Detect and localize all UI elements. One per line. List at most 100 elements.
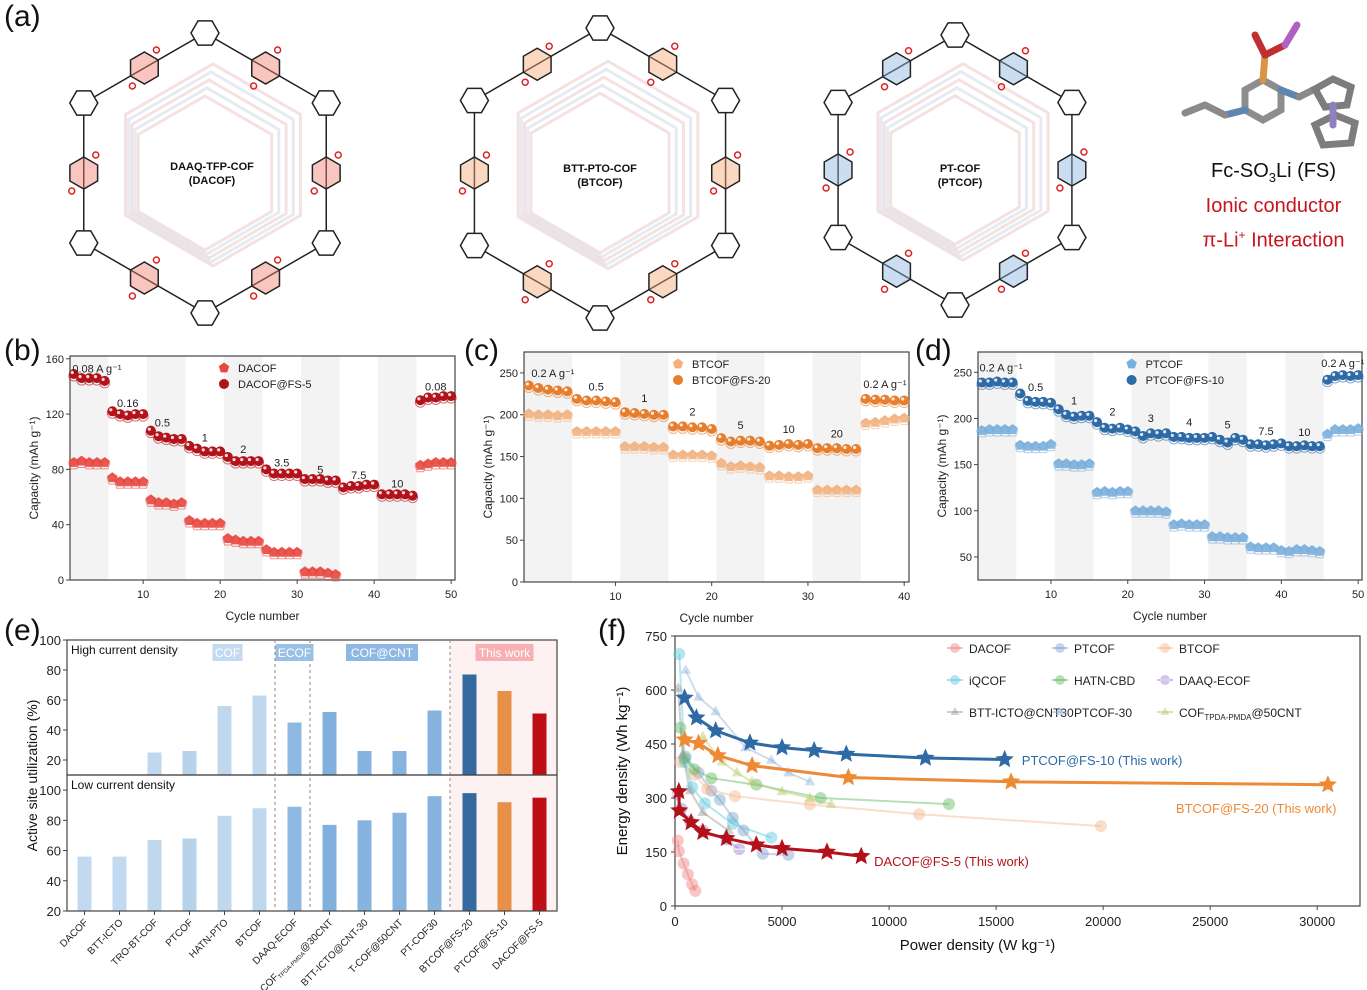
data-point-DACOF — [445, 457, 457, 467]
fs-pi-li-interaction: π-Li+ Interaction — [1202, 228, 1345, 252]
series-line-iQCOF — [678, 653, 772, 839]
linker-ring — [69, 156, 99, 190]
stacked-layer — [523, 75, 685, 263]
carbonyl-o — [310, 187, 318, 195]
data-point-BTCOF — [725, 461, 737, 471]
x-tick-label: 20 — [1122, 589, 1134, 601]
rate-label: 0.2 A g⁻¹ — [531, 368, 574, 380]
marker-highlight — [824, 445, 828, 449]
carbonyl-o — [1056, 184, 1064, 192]
marker-highlight — [1255, 441, 1259, 445]
btcof-structure-title: BTT-PTO-COF (BTCOF) — [540, 162, 660, 190]
marker-highlight — [554, 387, 558, 391]
marker-highlight — [163, 434, 167, 438]
linker-ring — [823, 153, 853, 187]
y-axis-title: Capacity (mAh g⁻¹) — [27, 416, 41, 519]
stacked-layer — [529, 91, 671, 255]
marker-highlight — [401, 491, 406, 495]
marker-highlight — [689, 424, 693, 428]
linker-ring — [129, 261, 159, 295]
data-point-DACOF@FS-5 — [446, 391, 457, 402]
legend-label: DACOF — [969, 642, 1011, 656]
x-tick-label: 50 — [445, 589, 457, 601]
marker-highlight — [424, 394, 429, 398]
data-point-BTCOF@FS-20 — [629, 408, 640, 419]
data-point-BTCOF — [696, 449, 708, 460]
marker-highlight — [872, 396, 876, 400]
stacked-layer — [889, 94, 1021, 246]
carbonyl-o — [733, 151, 742, 159]
marker-highlight — [1140, 432, 1144, 437]
data-point-BTCOF — [773, 470, 785, 481]
carbonyl-o — [249, 82, 258, 90]
legend-label: DACOF@FS-5 — [238, 379, 312, 391]
data-point-PTCOF — [692, 766, 705, 779]
marker-highlight — [1308, 443, 1313, 447]
marker-highlight — [1247, 441, 1251, 445]
marker-highlight — [1163, 430, 1167, 434]
fs-molecule-model — [1181, 21, 1360, 149]
marker-highlight — [294, 470, 298, 474]
rate-capability-chart-ptcof: 10 20 30 40 50 50 100 150 200 250 Cycle number Capa… — [935, 351, 1365, 623]
data-point-PTCOF — [713, 793, 726, 806]
linker-ring — [251, 261, 281, 295]
marker-highlight — [1355, 371, 1359, 376]
ptcof-abbr: (PTCOF) — [937, 177, 983, 189]
marker-highlight — [679, 423, 683, 427]
data-point-PTCOF — [1199, 519, 1210, 530]
data-point-BTCOF — [783, 471, 794, 482]
carbonyl-o — [846, 148, 854, 156]
data-point-PTCOF — [737, 824, 750, 837]
marker-highlight — [347, 482, 352, 487]
data-point-BTT-ICTO@CNT30 — [672, 682, 684, 692]
marker-highlight — [1193, 434, 1197, 438]
data-point-COF_TPDA-PMDA@50CNT — [804, 792, 816, 802]
data-point-COF_TPDA-PMDA@50CNT — [825, 798, 837, 809]
carbonyl-o — [152, 46, 161, 54]
carbonyl-o — [273, 256, 282, 264]
marker-highlight — [881, 396, 886, 400]
data-point-iQCOF — [686, 781, 699, 794]
y-tick-label: 20 — [47, 753, 61, 768]
marker-highlight — [1339, 371, 1343, 376]
carbonyl-o — [68, 187, 76, 195]
y-tick-label: 40 — [47, 874, 61, 889]
bar-TRO-BT-COF — [147, 839, 162, 911]
linker-ring — [881, 254, 912, 289]
marker-highlight — [1324, 376, 1328, 380]
marker-highlight — [109, 408, 113, 412]
marker-highlight — [1201, 434, 1205, 438]
rate-step-band — [147, 356, 186, 580]
carbonyl-o — [880, 285, 889, 293]
btcof-abbr: (BTCOF) — [577, 177, 623, 189]
marker-highlight — [1232, 434, 1236, 438]
data-point-BTCOF — [658, 441, 669, 452]
data-point-PTCOF-30 — [765, 754, 777, 764]
bar-BTT-ICTO — [112, 856, 127, 911]
data-point-BTCOF@FS-20 — [793, 439, 804, 450]
group-tag-bg — [475, 644, 534, 661]
marker-highlight — [775, 441, 780, 445]
data-point-DACOF@FS-5 (This work) — [717, 828, 736, 847]
plot-frame — [674, 635, 1361, 907]
rate-label: 0.2 A g⁻¹ — [863, 379, 906, 391]
stacked-layer — [516, 59, 700, 271]
data-point-BTCOF — [701, 783, 714, 795]
data-point-PTCOF — [1091, 486, 1103, 497]
subplot-frame — [66, 774, 558, 912]
y-tick-label: 100 — [39, 633, 61, 648]
bar-T-COF@50CNT — [392, 812, 407, 911]
marker-highlight — [417, 397, 421, 401]
y-axis-title: Capacity (mAh g⁻¹) — [935, 414, 949, 517]
rate-capability-chart-btcof: 10 20 30 40 0 50 100 150 200 250 Cycle number Capac… — [481, 351, 910, 625]
data-point-PTCOF — [1007, 424, 1018, 434]
data-point-PTCOF — [1055, 643, 1065, 653]
marker-highlight — [593, 397, 597, 401]
data-point-BTCOF — [562, 409, 573, 420]
marker-highlight — [340, 484, 344, 488]
data-point-PTCOF — [1237, 532, 1249, 542]
linker-ring — [648, 264, 678, 299]
data-point-PTCOF — [726, 811, 739, 824]
subplot-title: High current density — [71, 643, 178, 657]
data-point-BTCOF — [552, 410, 563, 420]
